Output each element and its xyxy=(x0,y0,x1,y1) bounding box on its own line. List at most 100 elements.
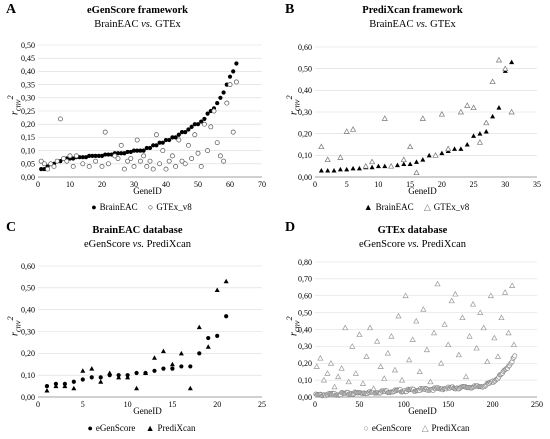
data-point xyxy=(487,292,494,299)
data-point xyxy=(157,161,163,167)
data-point xyxy=(498,314,505,321)
data-point xyxy=(356,331,363,337)
data-point xyxy=(115,151,121,156)
data-point xyxy=(144,145,149,151)
y-tick-label: 0,10 xyxy=(298,376,312,385)
data-point xyxy=(327,360,335,366)
data-point xyxy=(134,385,140,391)
data-point xyxy=(464,142,470,147)
data-point xyxy=(154,143,159,148)
data-point xyxy=(143,370,149,375)
data-point xyxy=(115,156,121,161)
data-point xyxy=(173,135,178,140)
data-point xyxy=(324,156,331,163)
data-point xyxy=(44,383,50,389)
data-point xyxy=(179,130,185,135)
data-point xyxy=(401,161,407,166)
legend-marker-filled-triangle: ▲ xyxy=(145,423,155,433)
data-point xyxy=(215,333,220,338)
data-point xyxy=(183,130,188,135)
panel-letter: C xyxy=(6,220,17,235)
legend-label: PrediXcan xyxy=(431,423,470,433)
data-point xyxy=(89,375,94,380)
data-point xyxy=(231,69,236,74)
chart-a: 0,00 0,05 0,10 0,15 0,20 0,25 0,30 0,35 0,40 0,45… xyxy=(21,41,266,189)
data-point xyxy=(169,153,175,159)
data-point xyxy=(407,143,414,150)
data-point xyxy=(192,122,197,127)
data-point xyxy=(484,358,491,364)
data-point xyxy=(381,375,388,381)
chart-title: BrainEAC database xyxy=(92,225,183,236)
data-point xyxy=(221,90,226,95)
data-point xyxy=(502,65,509,72)
data-point xyxy=(54,158,60,164)
x-tick-label: 25 xyxy=(258,400,266,409)
data-point xyxy=(188,364,193,369)
chart-d: 0,00 0,10 0,20 0,30 0,40 0,50 0,60 0,70 0,80 0 50 1… xyxy=(298,258,543,409)
data-point xyxy=(160,140,165,145)
y-tick-label: 0,50 xyxy=(298,64,312,73)
data-point xyxy=(512,353,518,359)
data-point xyxy=(366,324,374,331)
data-point xyxy=(118,142,124,148)
chart-subtitle: eGenScore vs. PrediXcan xyxy=(358,239,466,250)
data-point xyxy=(98,379,104,384)
data-point xyxy=(233,79,239,85)
y-tick-label: 0,20 xyxy=(298,359,312,368)
data-point xyxy=(214,287,220,293)
y-tick-label: 0,50 xyxy=(298,308,312,317)
data-point xyxy=(151,143,156,148)
data-point xyxy=(470,104,477,111)
legend-label: GTEx_v8 xyxy=(433,202,470,212)
data-point xyxy=(99,153,105,158)
data-point xyxy=(342,324,349,331)
data-point xyxy=(89,366,95,371)
data-point xyxy=(343,128,350,134)
data-point xyxy=(208,124,214,130)
y-tick-label: 0,15 xyxy=(21,133,35,142)
y-tick-label: 0,45 xyxy=(21,54,35,63)
data-point xyxy=(489,78,496,85)
data-point xyxy=(331,383,338,390)
data-point xyxy=(234,61,239,66)
data-point xyxy=(359,380,367,386)
y-tick-label: 0,20 xyxy=(21,349,35,358)
data-point xyxy=(331,168,337,173)
legend-marker-open-triangle: △ xyxy=(423,202,431,212)
panel-a: A eGenScore framework BrainEAC vs. GTEx … xyxy=(0,0,275,215)
data-point xyxy=(198,163,204,169)
data-point xyxy=(99,163,105,169)
data-point xyxy=(64,158,70,164)
data-point xyxy=(427,378,434,385)
data-point xyxy=(374,338,381,344)
data-point xyxy=(48,161,54,167)
data-point xyxy=(211,108,217,114)
data-point xyxy=(195,122,201,127)
chart-title: eGenScore framework xyxy=(87,5,188,16)
data-point xyxy=(439,150,445,156)
data-point xyxy=(41,161,47,167)
y-tick-label: 0,00 xyxy=(21,173,35,182)
data-point xyxy=(186,127,191,132)
data-point xyxy=(125,158,131,164)
data-point xyxy=(508,108,515,115)
data-point xyxy=(505,329,512,336)
x-tick-label: 10 xyxy=(374,180,382,189)
data-point xyxy=(384,349,391,356)
data-point xyxy=(167,137,172,143)
data-point xyxy=(205,344,211,349)
data-point xyxy=(71,385,77,391)
x-tick-label: 150 xyxy=(442,400,454,409)
data-point xyxy=(395,312,402,319)
panel-b: B PrediXcan framework BrainEAC vs. GTEx … xyxy=(275,0,550,215)
data-point xyxy=(62,383,68,389)
data-point xyxy=(388,333,395,339)
legend-marker-filled-circle: ● xyxy=(91,202,97,212)
data-point xyxy=(38,158,44,164)
data-point xyxy=(134,370,139,376)
data-point xyxy=(87,153,92,158)
x-tick-label: 10 xyxy=(66,180,74,189)
y-tick-label: 0,00 xyxy=(298,173,312,182)
legend-label: BrainEAC xyxy=(375,202,414,212)
